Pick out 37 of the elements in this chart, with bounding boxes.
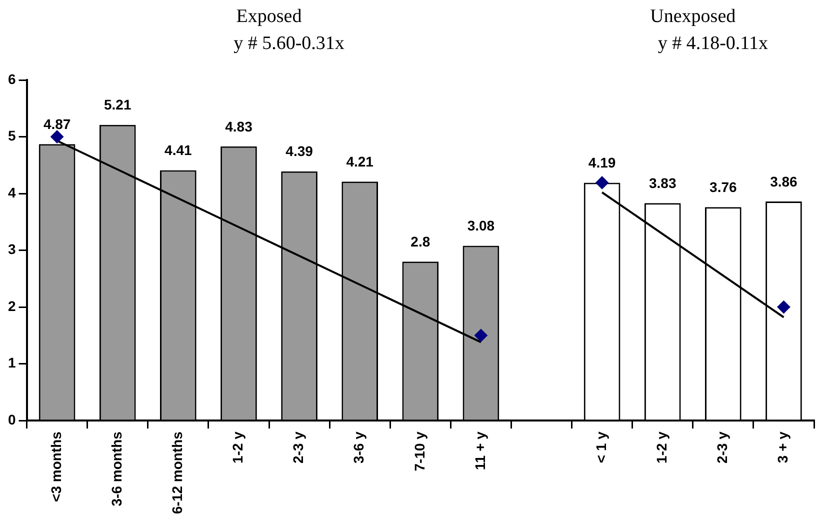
point xyxy=(596,176,609,190)
y-tick-label: 3 xyxy=(8,241,16,258)
data-label: 2.8 xyxy=(410,233,430,250)
point xyxy=(474,328,488,342)
y-tick-label: 2 xyxy=(8,298,16,314)
x-tick-label: < 1 y xyxy=(592,431,609,464)
y-tick-label: 5 xyxy=(8,128,16,144)
x-tick-label: 1-2 y xyxy=(653,431,670,464)
data-label: 3.83 xyxy=(648,175,676,192)
x-tick-label: 1-2 y xyxy=(230,431,246,464)
data-label: 5.21 xyxy=(104,96,132,113)
point xyxy=(777,300,790,314)
y-tick-label: 6 xyxy=(8,70,16,87)
x-tick-label: 7-10 y xyxy=(411,431,428,472)
data-label: 3.08 xyxy=(467,218,495,234)
x-tick-label: 3-6 months xyxy=(108,431,124,506)
data-label: 3.86 xyxy=(770,173,798,190)
text: Exposed y # 5.60-0.31x xyxy=(234,6,345,54)
data-label: 4.87 xyxy=(43,116,71,132)
data-label: 3.76 xyxy=(710,178,738,195)
text: Unexposed y # 4.18-0.11x xyxy=(650,6,768,54)
x-tick-label: 3-6 y xyxy=(350,431,367,464)
x-tick-label: 2-3 y xyxy=(714,431,730,464)
y-tick-label: 0 xyxy=(8,411,16,428)
x-tick-label: 6-12 months xyxy=(169,431,186,514)
x-tick-label: <3 months xyxy=(48,431,64,502)
y-tick-label: 1 xyxy=(8,354,16,371)
data-label: 4.19 xyxy=(588,154,616,171)
data-label: 4.39 xyxy=(286,143,314,160)
x-tick-label: 2-3 y xyxy=(290,431,306,464)
point xyxy=(50,130,64,144)
data-label: 4.41 xyxy=(164,142,192,158)
x-tick-label: 11 + y xyxy=(472,431,488,470)
data-label: 4.83 xyxy=(225,118,253,134)
data-label: 4.21 xyxy=(346,153,374,170)
x-tick-label: 3 + y xyxy=(774,431,791,464)
y-tick-label: 4 xyxy=(8,184,16,200)
